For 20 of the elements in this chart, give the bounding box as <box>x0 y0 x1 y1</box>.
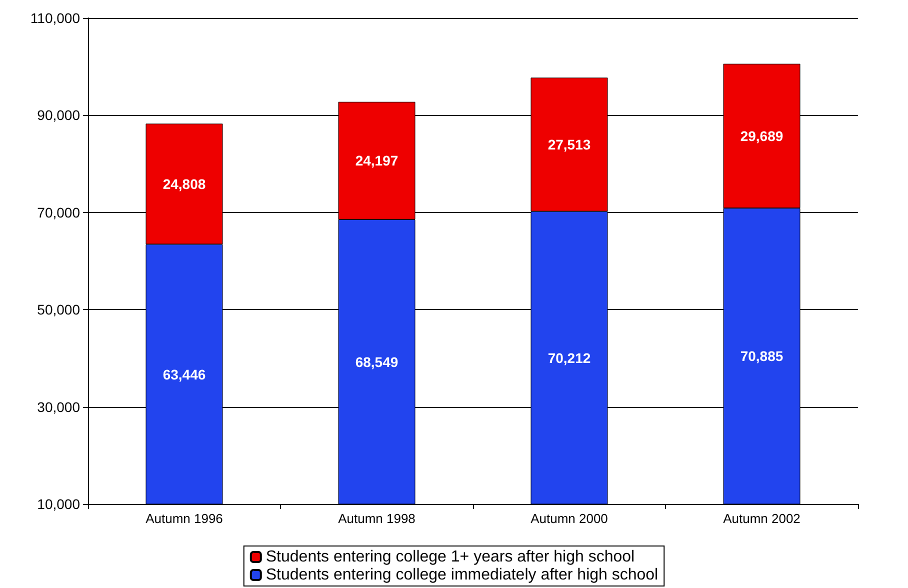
y-tick-label: 10,000 <box>37 496 80 512</box>
legend-label: Students entering college 1+ years after high school <box>266 548 635 566</box>
data-label: 27,513 <box>548 136 591 153</box>
data-label: 24,808 <box>162 176 206 192</box>
data-label: 68,549 <box>355 354 398 370</box>
y-tick-label: 30,000 <box>37 398 80 415</box>
data-label: 70,212 <box>548 350 591 366</box>
data-label: 29,689 <box>740 128 784 144</box>
data-label: 24,197 <box>355 152 398 169</box>
legend-label: Students entering college immediately after high school <box>266 566 658 584</box>
y-tick-label: 110,000 <box>30 10 80 26</box>
x-tick-label: Autumn 2002 <box>723 511 800 526</box>
x-tick-label: Autumn 2000 <box>530 511 608 526</box>
x-tick-label: Autumn 1996 <box>146 511 223 526</box>
y-tick-label: 70,000 <box>37 204 80 220</box>
x-tick-label: Autumn 1998 <box>338 511 416 526</box>
y-tick-label: 90,000 <box>37 107 80 124</box>
data-label: 70,885 <box>740 348 784 364</box>
data-label: 63,446 <box>162 366 206 382</box>
y-tick-label: 50,000 <box>37 302 80 318</box>
